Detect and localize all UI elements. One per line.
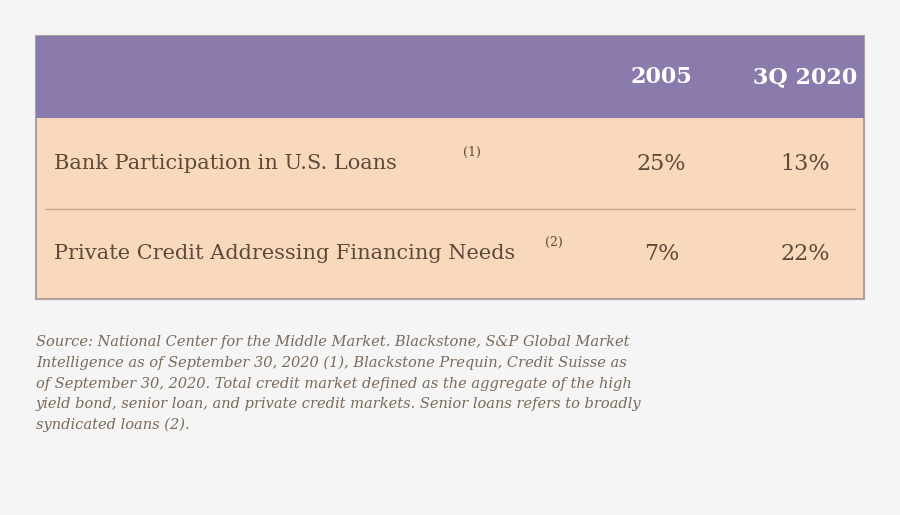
Text: 3Q 2020: 3Q 2020 [753,66,858,88]
Text: (1): (1) [464,146,482,159]
Text: Private Credit Addressing Financing Needs: Private Credit Addressing Financing Need… [54,244,515,263]
FancyBboxPatch shape [36,36,864,118]
Text: Bank Participation in U.S. Loans: Bank Participation in U.S. Loans [54,154,397,173]
Text: 25%: 25% [637,152,686,175]
Text: Source: National Center for the Middle Market. Blackstone, S&P Global Market
Int: Source: National Center for the Middle M… [36,335,642,433]
Text: 13%: 13% [780,152,831,175]
Text: 7%: 7% [644,243,680,265]
FancyBboxPatch shape [36,36,864,299]
Text: 22%: 22% [781,243,830,265]
Text: (2): (2) [544,236,562,249]
Text: 2005: 2005 [631,66,692,88]
